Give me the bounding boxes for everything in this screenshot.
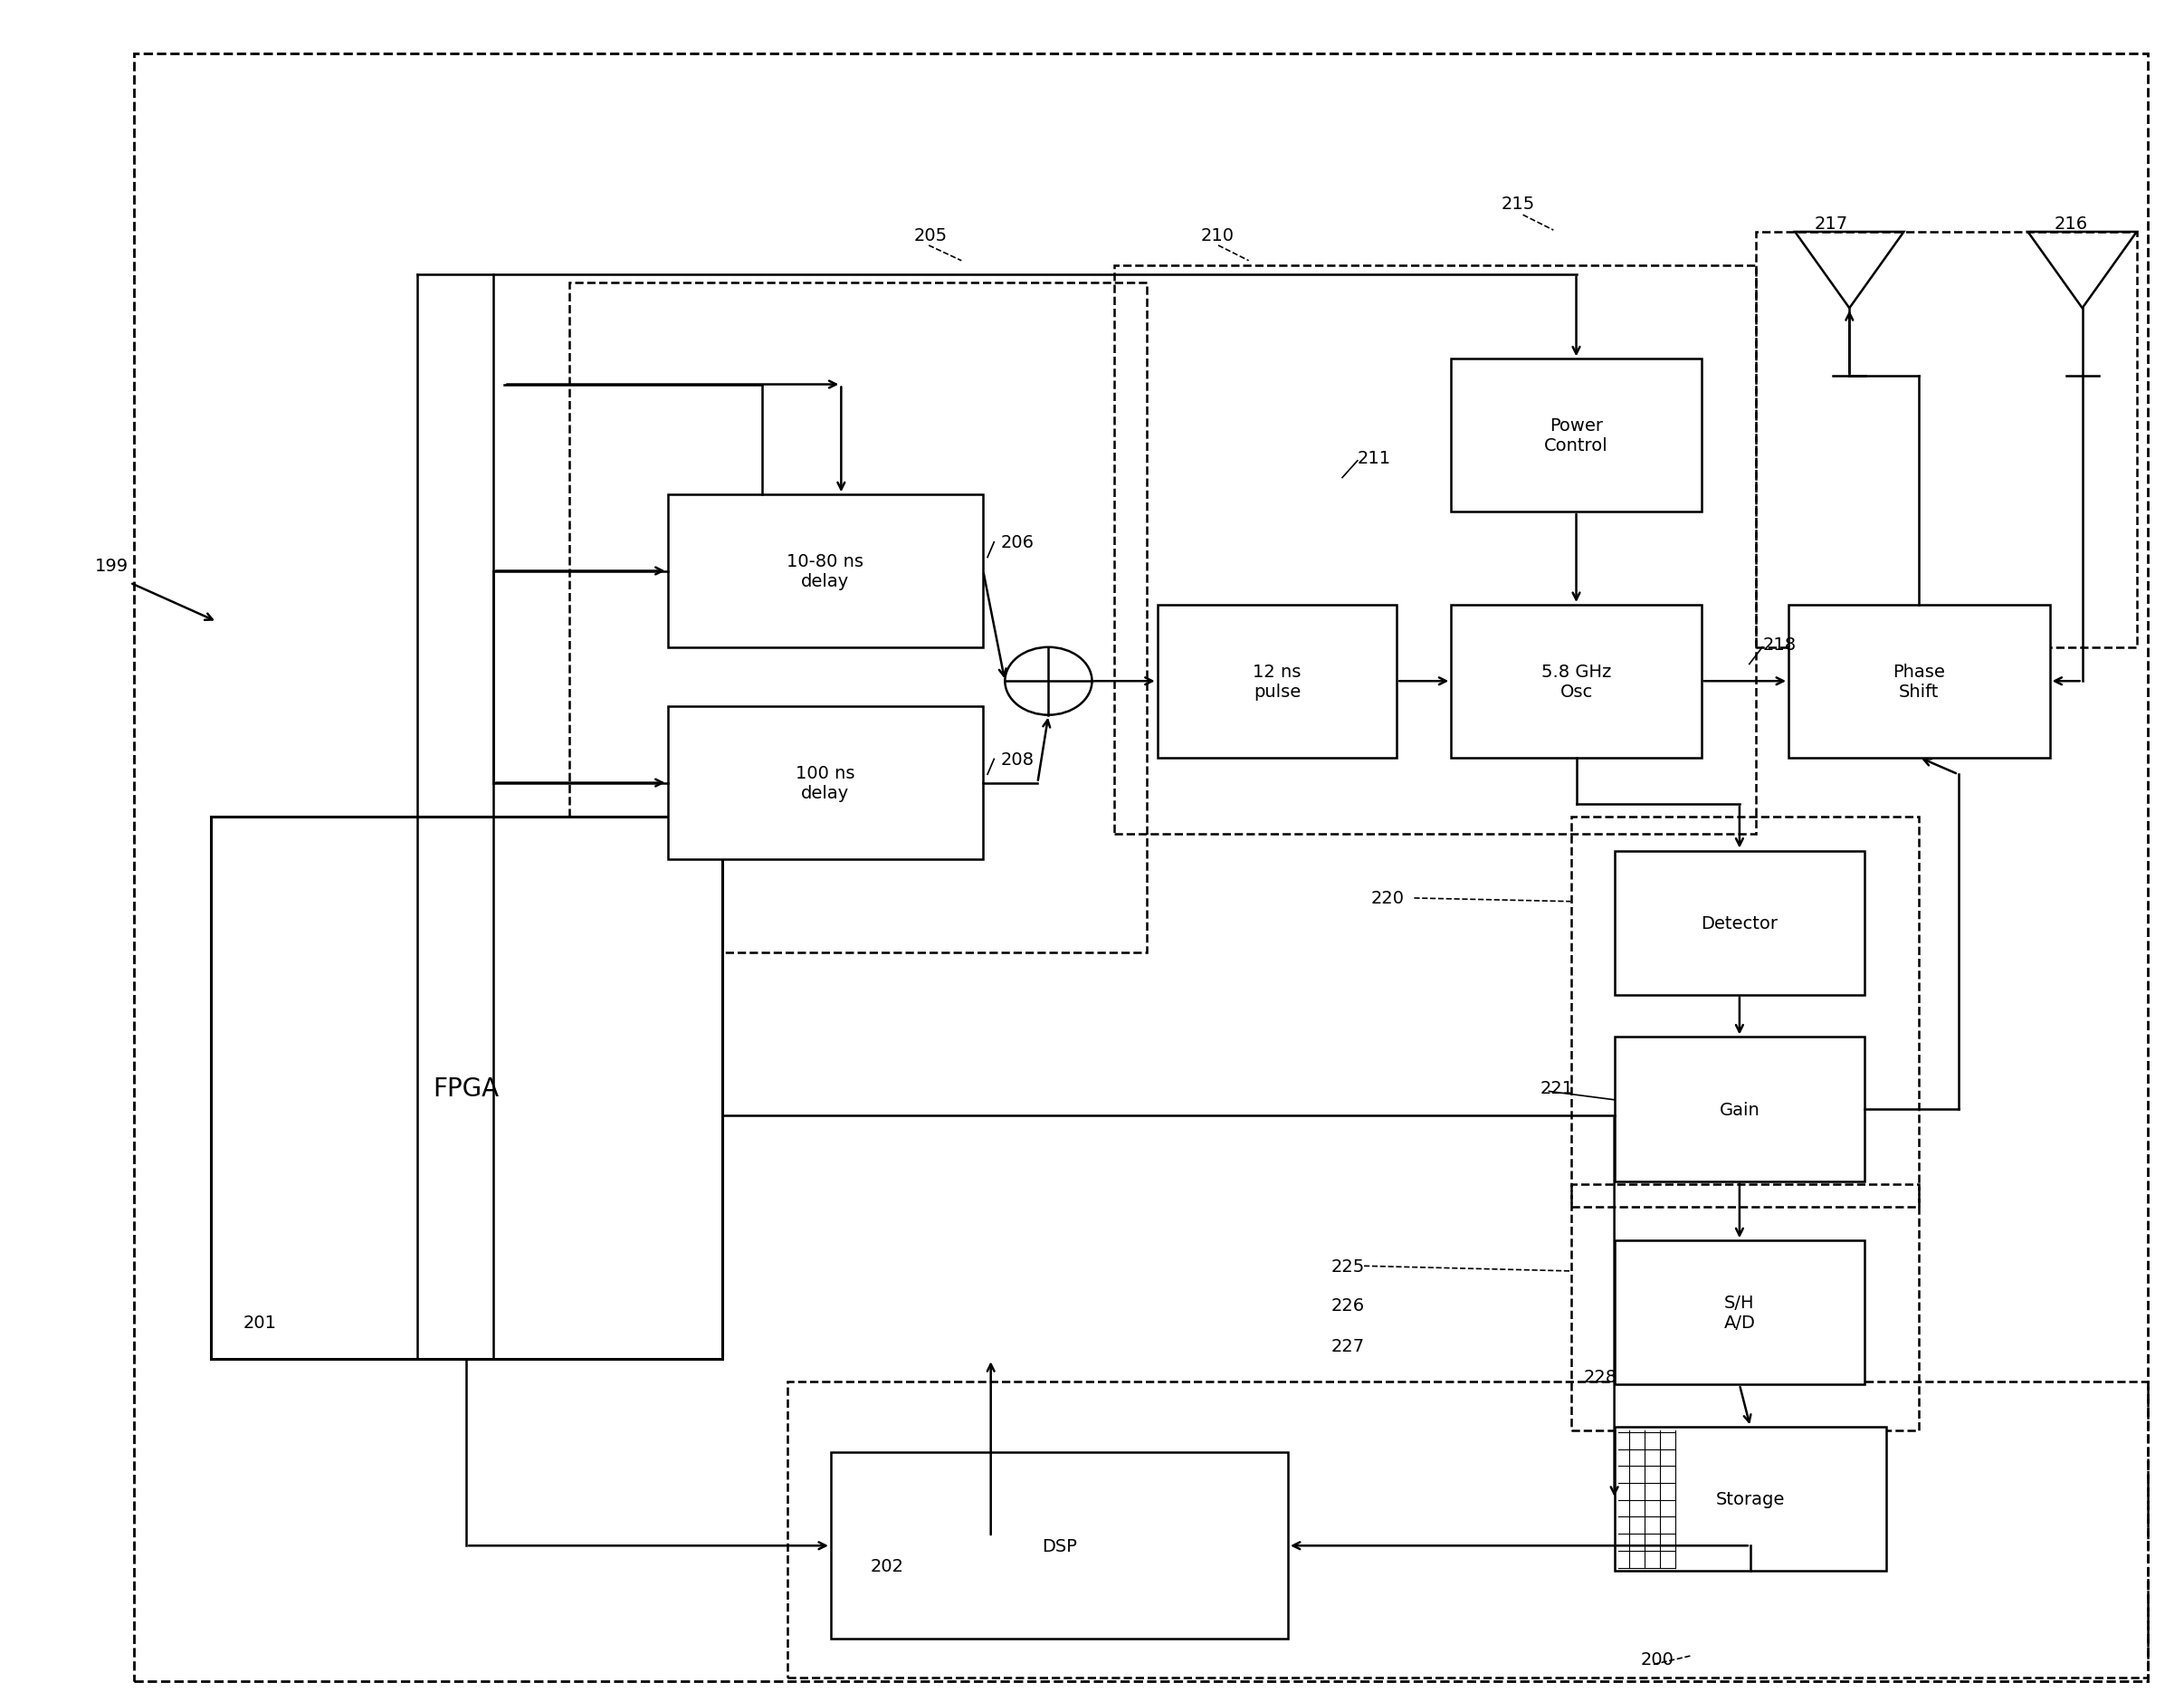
Text: 221: 221	[1540, 1079, 1575, 1096]
Text: 218: 218	[1762, 635, 1795, 654]
Text: 206: 206	[1000, 534, 1033, 551]
Text: 202: 202	[869, 1557, 904, 1574]
Text: 5.8 GHz
Osc: 5.8 GHz Osc	[1542, 664, 1612, 700]
FancyBboxPatch shape	[1450, 359, 1701, 512]
Text: 215: 215	[1500, 196, 1535, 213]
Text: 217: 217	[1815, 216, 1848, 233]
Text: 201: 201	[242, 1314, 277, 1331]
FancyBboxPatch shape	[668, 495, 983, 648]
Text: Gain: Gain	[1719, 1101, 1760, 1118]
Text: Detector: Detector	[1701, 914, 1778, 931]
Text: 100 ns
delay: 100 ns delay	[795, 764, 854, 802]
Text: S/H
A/D: S/H A/D	[1723, 1294, 1756, 1331]
Text: FPGA: FPGA	[432, 1076, 500, 1101]
FancyBboxPatch shape	[1450, 606, 1701, 757]
Text: Power
Control: Power Control	[1544, 417, 1607, 454]
Text: Storage: Storage	[1717, 1491, 1784, 1508]
Text: DSP: DSP	[1042, 1537, 1077, 1554]
Text: 200: 200	[1640, 1651, 1673, 1668]
FancyBboxPatch shape	[1614, 851, 1865, 996]
FancyBboxPatch shape	[830, 1452, 1289, 1639]
Text: 211: 211	[1358, 449, 1391, 466]
Text: 226: 226	[1332, 1297, 1365, 1314]
Text: 199: 199	[96, 558, 129, 575]
Text: Phase
Shift: Phase Shift	[1894, 664, 1946, 700]
Text: 12 ns
pulse: 12 ns pulse	[1254, 664, 1302, 700]
FancyBboxPatch shape	[1614, 1426, 1887, 1571]
Text: 216: 216	[2053, 216, 2088, 233]
FancyBboxPatch shape	[1614, 1038, 1865, 1181]
FancyBboxPatch shape	[1614, 1241, 1865, 1385]
Text: 228: 228	[1583, 1368, 1618, 1385]
Text: 205: 205	[913, 226, 948, 245]
FancyBboxPatch shape	[1158, 606, 1398, 757]
FancyBboxPatch shape	[210, 817, 723, 1360]
Text: 210: 210	[1201, 226, 1234, 245]
Text: 225: 225	[1332, 1258, 1365, 1275]
Text: 227: 227	[1332, 1338, 1365, 1355]
FancyBboxPatch shape	[668, 706, 983, 860]
Text: 220: 220	[1372, 890, 1404, 907]
FancyBboxPatch shape	[1789, 606, 2049, 757]
Text: 208: 208	[1000, 751, 1033, 768]
Text: 10-80 ns
delay: 10-80 ns delay	[786, 553, 865, 591]
